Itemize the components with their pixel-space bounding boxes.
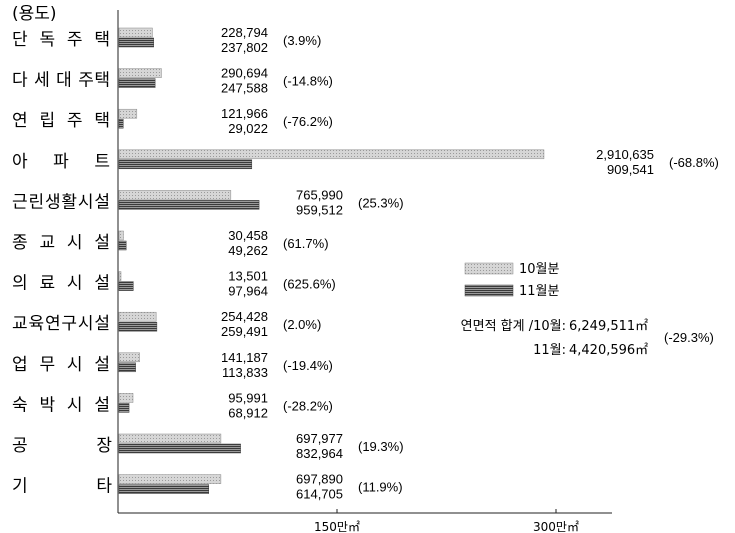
value-label-nov: 614,705	[296, 487, 343, 502]
category-axis-title: (용도)	[12, 4, 57, 24]
category-label: 종 교 시 설	[12, 233, 110, 253]
category-label: 아 파 트	[12, 152, 110, 172]
value-label-nov: 29,022	[228, 121, 268, 136]
total-change-label: (-29.3%)	[664, 330, 714, 345]
value-label-oct: 2,910,635	[596, 147, 654, 162]
bar-nov	[118, 78, 156, 88]
category-label: 숙 박 시 설	[12, 395, 110, 415]
legend-label-oct: 10월분	[519, 262, 560, 277]
bar-oct	[118, 230, 124, 241]
change-label: (-76.2%)	[283, 114, 333, 129]
bar-nov	[118, 403, 130, 413]
value-label-oct: 13,501	[228, 269, 268, 284]
bar-oct	[118, 149, 545, 160]
change-label: (25.3%)	[358, 195, 404, 210]
value-label-nov: 832,964	[296, 446, 343, 461]
bar-nov	[118, 37, 154, 48]
change-label: (-28.2%)	[283, 398, 333, 413]
category-label: 기	[12, 477, 28, 497]
category-label: 근린생활시설	[12, 192, 110, 212]
category-label: 업 무 시 설	[12, 355, 110, 375]
bar-nov	[118, 443, 241, 454]
legend-label-nov: 11월분	[519, 284, 560, 299]
bar-oct	[118, 433, 222, 444]
value-label-oct: 290,694	[221, 66, 268, 81]
value-label-nov: 247,588	[221, 81, 268, 96]
bar-oct	[118, 311, 157, 322]
bar-nov	[118, 321, 158, 332]
category-label: 연 립 주 택	[12, 111, 110, 131]
change-label: (-19.4%)	[283, 358, 333, 373]
bar-oct	[118, 393, 134, 403]
value-label-nov: 959,512	[296, 202, 343, 217]
change-label: (-68.8%)	[669, 155, 719, 170]
bar-nov	[118, 484, 209, 494]
value-label-oct: 254,428	[221, 309, 268, 324]
value-label-oct: 697,977	[296, 431, 343, 446]
bar-oct	[118, 27, 153, 38]
bar-oct	[118, 352, 140, 363]
total-nov-label: 11월:	[533, 343, 566, 358]
value-label-oct: 30,458	[228, 228, 268, 243]
value-label-oct: 228,794	[221, 25, 268, 40]
value-label-nov: 237,802	[221, 40, 268, 55]
x-tick-label: 300만㎡	[533, 520, 579, 533]
bar-nov	[118, 281, 134, 291]
value-label-oct: 121,966	[221, 106, 268, 121]
value-label-nov: 68,912	[228, 405, 268, 420]
change-label: (2.0%)	[283, 317, 321, 332]
legend-swatch-nov	[464, 284, 514, 297]
category-label: 공	[12, 436, 28, 456]
total-oct-value: 6,249,511㎡	[569, 319, 648, 334]
value-label-nov: 113,833	[222, 365, 268, 380]
category-label: 장	[96, 436, 112, 456]
value-label-oct: 141,187	[221, 350, 268, 365]
value-label-nov: 97,964	[228, 284, 268, 299]
change-label: (-14.8%)	[283, 74, 333, 89]
total-nov-value: 4,420,596㎡	[569, 343, 648, 358]
value-label-nov: 259,491	[221, 324, 268, 339]
category-label: 의 료 시 설	[12, 274, 110, 294]
bar-oct	[118, 474, 222, 484]
bar-nov	[118, 362, 136, 373]
bar-oct	[118, 108, 138, 119]
value-label-nov: 909,541	[607, 162, 654, 177]
category-label: 단 독 주 택	[12, 30, 110, 50]
category-label: 다 세 대 주택	[12, 71, 110, 91]
bar-oct	[118, 190, 232, 200]
value-label-oct: 697,890	[296, 472, 343, 487]
change-label: (19.3%)	[358, 439, 404, 454]
bar-oct	[118, 68, 162, 78]
bar-nov	[118, 118, 124, 129]
category-label: 타	[96, 477, 112, 497]
total-oct-label: 연면적 합계 /10월:	[461, 319, 566, 334]
bar-oct	[118, 271, 122, 281]
change-label: (61.7%)	[283, 236, 329, 251]
x-tick-label: 150만㎡	[314, 520, 360, 533]
bar-nov	[118, 200, 260, 210]
value-label-oct: 765,990	[296, 187, 343, 202]
change-label: (11.9%)	[358, 480, 403, 495]
change-label: (625.6%)	[283, 277, 336, 292]
change-label: (3.9%)	[283, 33, 321, 48]
value-label-oct: 95,991	[228, 390, 268, 405]
bar-nov	[118, 159, 253, 170]
bar-nov	[118, 240, 127, 251]
category-label: 교육연구시설	[12, 314, 110, 334]
value-label-nov: 49,262	[228, 243, 268, 258]
legend-swatch-oct	[464, 262, 514, 275]
